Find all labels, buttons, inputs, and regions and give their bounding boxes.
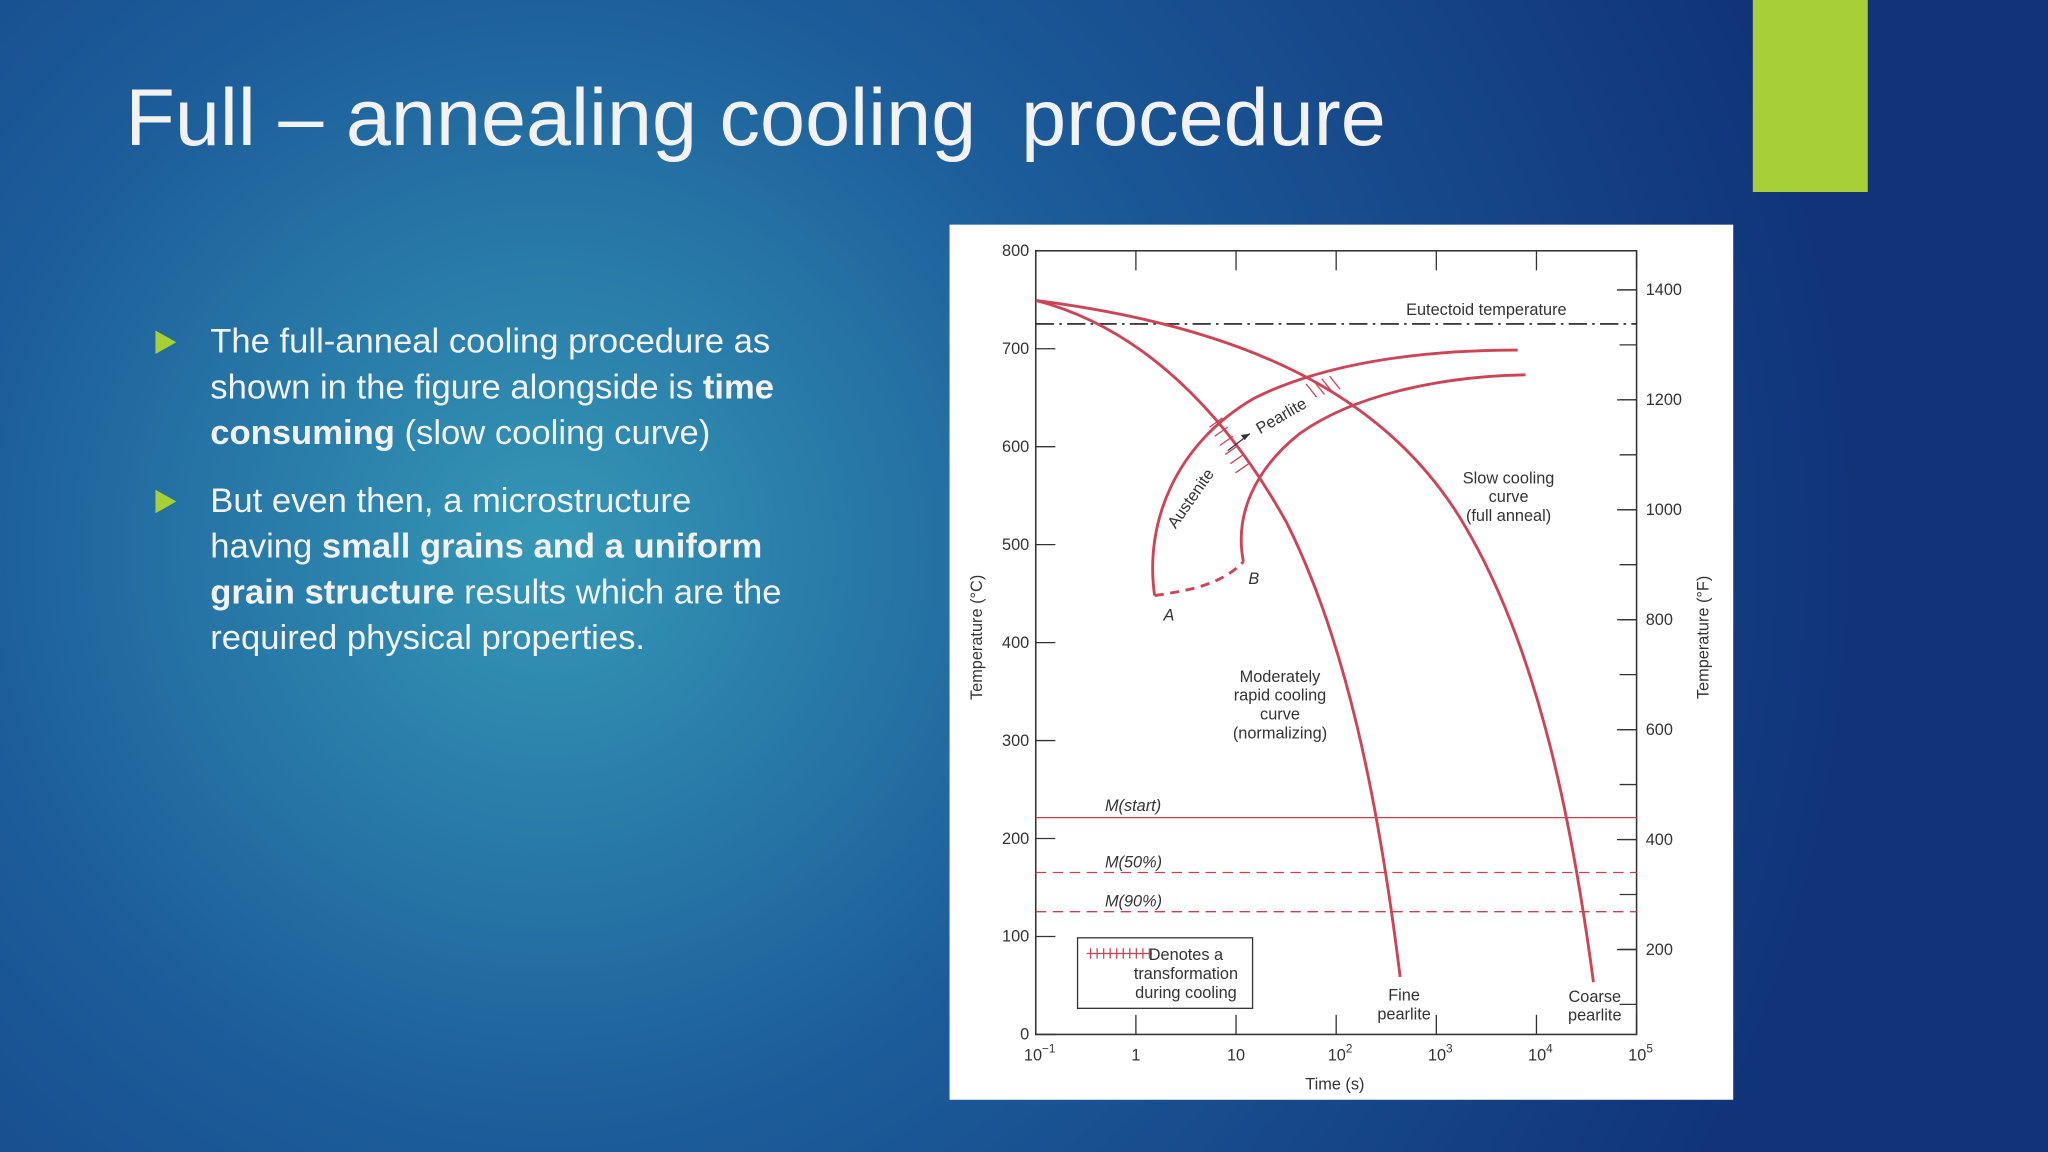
arrow-head — [1240, 433, 1250, 441]
figure: 0 100 200 300 400 500 600 700 800 200 400 600 800 100… — [949, 224, 1734, 1100]
y-left-axis-label: Temperature (°C) — [968, 575, 986, 700]
text-run: small grains and a uniform — [322, 528, 762, 566]
x-tick-label: 10−1 — [1024, 1043, 1056, 1065]
bullet-line: required physical properties. — [210, 619, 645, 657]
bullet-line: consuming (slow cooling curve) — [210, 414, 710, 452]
bullet-line: having small grains and a uniform — [210, 528, 762, 566]
annotation: during cooling — [1135, 984, 1237, 1002]
x-tick-label: 102 — [1328, 1043, 1353, 1065]
bullet-line: The full-anneal cooling procedure as — [210, 323, 770, 361]
text-run: having — [210, 528, 322, 566]
tick-exponent: 2 — [1346, 1043, 1353, 1056]
text-run: time — [703, 368, 774, 406]
text-run: The full-anneal cooling procedure as — [210, 323, 770, 361]
annotation: curve — [1260, 706, 1300, 724]
annotation: Denotes a — [1149, 946, 1224, 964]
text-run: results which are the — [455, 573, 782, 611]
x-tick-label: 10 — [1227, 1047, 1245, 1065]
full-anneal-curve — [1035, 298, 1595, 983]
tick-base: 10 — [1628, 1047, 1646, 1065]
annotation: curve — [1489, 488, 1529, 506]
annotation: pearlite — [1377, 1005, 1431, 1023]
annotation: Eutectoid temperature — [1406, 301, 1567, 319]
slide-title: Full – annealing cooling procedure — [125, 73, 1385, 163]
transformation-end-curve — [1239, 373, 1526, 562]
y-right-tick-label: 1400 — [1646, 281, 1682, 299]
tick-exponent: −1 — [1042, 1043, 1055, 1056]
y-left-tick-label: 800 — [1002, 242, 1029, 260]
legend-box — [1076, 937, 1254, 1009]
y-left-tick-label: 700 — [1002, 340, 1029, 358]
text-run: (slow cooling curve) — [395, 414, 710, 452]
annotation: B — [1248, 570, 1259, 588]
text-run: grain structure — [210, 573, 454, 611]
tick-base: 10 — [1024, 1047, 1042, 1065]
tick-base: 10 — [1428, 1047, 1446, 1065]
y-right-tick-label: 1000 — [1646, 501, 1682, 519]
y-left-tick-label: 400 — [1002, 634, 1029, 652]
y-left-tick-label: 300 — [1002, 732, 1029, 750]
y-left-tick-label: 100 — [1002, 928, 1029, 946]
annotation: Slow cooling — [1463, 469, 1555, 487]
annotation: (normalizing) — [1233, 725, 1327, 743]
text-run: consuming — [210, 414, 395, 452]
text-run: But even then, a microstructure — [210, 482, 691, 520]
tick-base: 10 — [1328, 1047, 1346, 1065]
x-tick-label: 103 — [1428, 1043, 1453, 1065]
accent-bar — [1752, 0, 1868, 192]
annotation: (full anneal) — [1466, 507, 1551, 525]
y-right-tick-label: 1200 — [1646, 391, 1682, 409]
x-tick-label: 105 — [1628, 1043, 1653, 1065]
tick-base: 10 — [1528, 1047, 1546, 1065]
transformation-dashed — [1154, 560, 1245, 598]
annotation: Fine — [1388, 986, 1420, 1004]
y-left-tick-label: 600 — [1002, 438, 1029, 456]
x-tick-label: 104 — [1528, 1043, 1553, 1065]
y-right-tick-label: 800 — [1646, 611, 1673, 629]
text-run: required physical properties. — [210, 619, 645, 657]
annotation: A — [1163, 606, 1175, 624]
annotation: rapid cooling — [1234, 687, 1327, 705]
transformation-start-curve — [1151, 348, 1518, 596]
annotation: M(50%) — [1105, 853, 1162, 871]
text-run: shown in the figure alongside is — [210, 368, 703, 406]
y-left-tick-label: 200 — [1002, 830, 1029, 848]
tick-exponent: 4 — [1546, 1043, 1553, 1056]
bullet-line: shown in the figure alongside is time — [210, 368, 774, 406]
tick-exponent: 3 — [1446, 1043, 1453, 1056]
y-right-axis-label: Temperature (°F) — [1694, 576, 1712, 699]
annotation: Moderately — [1240, 668, 1322, 686]
annotation: transformation — [1134, 965, 1238, 983]
normalizing-curve — [1035, 299, 1402, 978]
annotation: M(90%) — [1105, 892, 1162, 910]
y-right-tick-label: 200 — [1646, 941, 1673, 959]
y-left-tick-label: 500 — [1002, 536, 1029, 554]
annotation: Coarse — [1568, 988, 1621, 1006]
bullet-line: grain structure results which are the — [210, 573, 781, 611]
x-axis-label: Time (s) — [1305, 1075, 1364, 1093]
bullet-line: But even then, a microstructure — [210, 482, 691, 520]
legend-hatch — [1086, 948, 1152, 959]
annotation: pearlite — [1568, 1007, 1622, 1025]
bullet-marker — [155, 330, 177, 354]
x-tick-label: 1 — [1131, 1047, 1140, 1065]
tick-exponent: 5 — [1646, 1043, 1653, 1056]
annotation: M(start) — [1105, 797, 1161, 815]
y-left-tick-label: 0 — [1020, 1026, 1029, 1044]
bullet-list: The full-anneal cooling procedure as show… — [155, 323, 782, 657]
y-right-tick-label: 400 — [1646, 831, 1673, 849]
y-right-tick-label: 600 — [1646, 721, 1673, 739]
hatching — [1209, 375, 1341, 474]
bullet-marker — [155, 489, 177, 514]
